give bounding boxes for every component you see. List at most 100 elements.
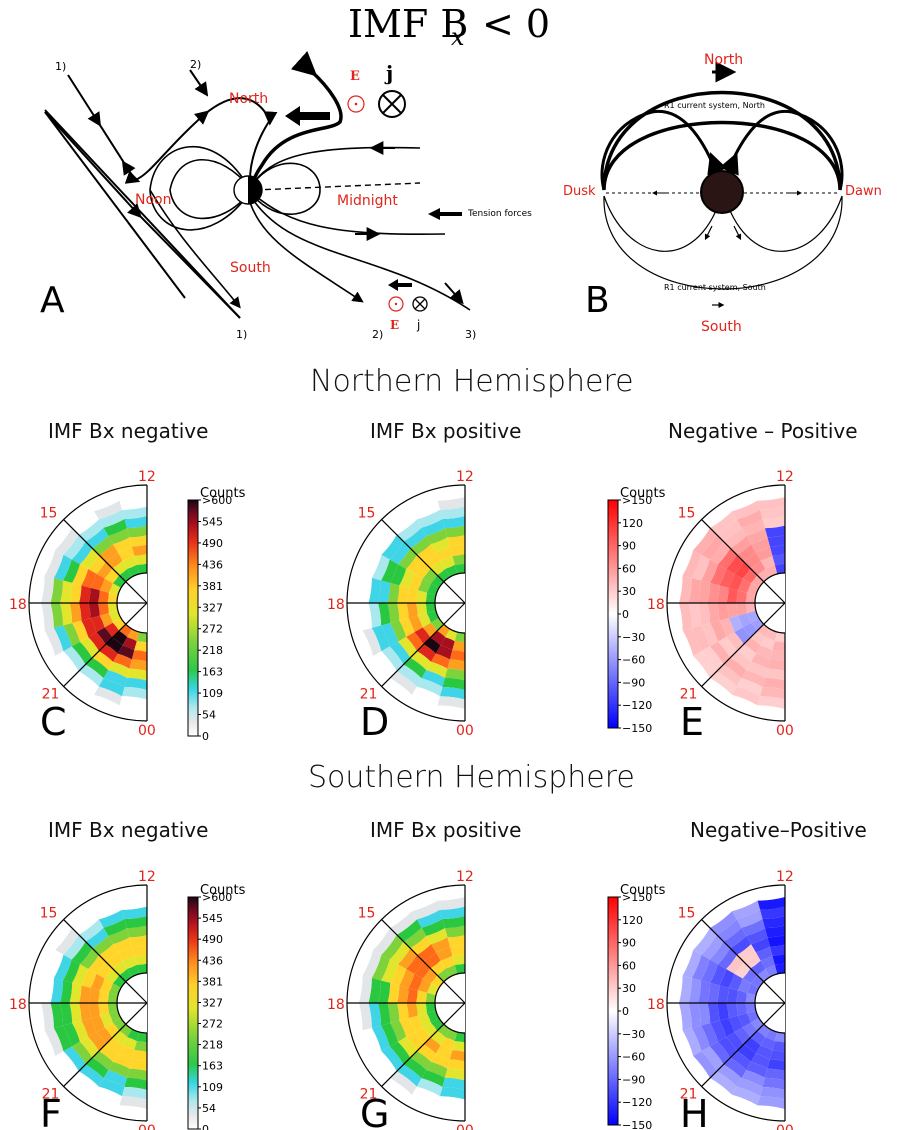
- r1-south-arrow-dusk: [704, 225, 713, 241]
- polar-bin: [760, 1087, 785, 1100]
- polar-bin: [397, 985, 409, 1003]
- mlt-label-t12: 12: [138, 869, 156, 885]
- polar-bin: [378, 1003, 391, 1026]
- mlt-label-t12: 12: [776, 869, 794, 885]
- polar-bin: [412, 1086, 440, 1106]
- polar-bin: [381, 623, 398, 647]
- polar-bin: [743, 1037, 761, 1054]
- colorbar-tick-label: −150: [622, 722, 652, 735]
- polar-bin: [746, 928, 768, 945]
- polar-bin: [723, 527, 747, 549]
- polar-bin: [435, 946, 453, 961]
- polar-bin: [741, 670, 765, 687]
- polar-bin: [707, 603, 720, 624]
- colorbar-tick-label: >600: [202, 494, 232, 507]
- polar-bin: [108, 1061, 130, 1078]
- polar-bin: [769, 544, 785, 556]
- polar-bin: [741, 519, 765, 536]
- colorbar-tick-label: 490: [202, 933, 223, 946]
- mlt-gridline: [63, 519, 148, 604]
- polar-bin: [119, 897, 147, 910]
- polar-bin: [92, 535, 113, 555]
- polar-bin: [60, 1003, 73, 1026]
- polar-bin: [136, 631, 147, 643]
- polar-bin: [117, 645, 135, 660]
- polar-bin: [707, 1003, 720, 1024]
- polar-bin: [103, 919, 127, 936]
- polar-bin: [371, 625, 390, 652]
- colorbar-label: Counts: [620, 883, 666, 898]
- polar-bin: [421, 1070, 445, 1087]
- polar-bin: [92, 651, 113, 671]
- colorbar-tick-label: 0: [622, 608, 629, 621]
- polar-bin: [81, 618, 97, 637]
- polar-bin: [399, 1018, 415, 1037]
- polar-bin: [421, 670, 445, 687]
- polar-bin: [50, 1003, 63, 1028]
- polar-bin: [437, 897, 465, 910]
- mlt-label-t00: 00: [776, 1123, 794, 1130]
- polar-bin: [425, 603, 437, 614]
- polar-bin: [81, 569, 97, 588]
- polar-bin: [437, 1096, 465, 1109]
- polar-bin: [403, 527, 427, 549]
- polar-bin: [688, 978, 701, 1003]
- polar-bin: [113, 537, 132, 553]
- polar-bin: [426, 983, 439, 996]
- polar-bin: [105, 552, 123, 569]
- polar-bin: [762, 916, 785, 929]
- polar-bin: [764, 925, 785, 938]
- panel-title-d: IMF Bx positive: [370, 419, 521, 443]
- polar-bin: [445, 964, 458, 977]
- polar-bin: [416, 1078, 443, 1097]
- mlt-label-t21: 21: [360, 686, 378, 702]
- polar-bin: [723, 657, 747, 679]
- polar-bin: [124, 1077, 147, 1090]
- mlt-label-t18: 18: [327, 997, 345, 1013]
- polar-bin: [726, 954, 744, 974]
- polar-bin: [396, 664, 422, 687]
- polar-bin: [437, 696, 465, 709]
- polar-bin: [71, 1041, 93, 1065]
- colorbar-tick-label: 90: [622, 937, 636, 950]
- mlt-label-t15: 15: [40, 506, 58, 522]
- field-line-2-arrow: [189, 69, 209, 97]
- polar-bin: [359, 975, 372, 1003]
- polar-bin: [131, 650, 147, 662]
- polar-bin: [751, 653, 770, 669]
- polar-bin: [423, 952, 441, 969]
- polar-bin: [71, 541, 93, 565]
- field-line-straight: [44, 111, 186, 299]
- polar-bin: [728, 1015, 743, 1033]
- mlt-label-t15: 15: [40, 906, 58, 922]
- colorbar-diff-north: Counts −150 −120 −90 −60 −30 0 30 60 90 120 >150: [607, 486, 666, 735]
- polar-bin: [107, 603, 119, 614]
- polar-bin: [122, 906, 147, 919]
- polar-bin: [85, 527, 109, 549]
- polar-bin: [726, 987, 738, 1003]
- polar-bin: [707, 982, 720, 1003]
- polar-bin: [98, 544, 118, 562]
- south-hemisphere-title: Southern Hemisphere: [308, 760, 635, 795]
- polar-bin: [368, 1003, 381, 1028]
- polar-bin: [416, 990, 427, 1003]
- polar-bin: [716, 919, 742, 942]
- polar-bin: [378, 580, 391, 603]
- polar-bin: [717, 548, 737, 569]
- polar-bin: [774, 631, 785, 643]
- polar-bin: [88, 632, 106, 652]
- label-midnight: Midnight: [337, 193, 398, 209]
- polar-bin: [764, 668, 785, 681]
- polar-bin: [728, 573, 743, 591]
- polar-bin: [134, 641, 147, 652]
- polar-bin: [408, 615, 423, 633]
- polar-bin: [767, 535, 785, 547]
- polar-bin: [734, 961, 751, 979]
- polar-bin: [136, 1031, 147, 1043]
- polar-bin: [108, 661, 130, 678]
- polar-bin: [63, 646, 86, 672]
- polar-bin: [88, 987, 100, 1003]
- polar-bin: [98, 509, 125, 528]
- polar-bin: [389, 1041, 411, 1065]
- polar-bin: [136, 563, 147, 575]
